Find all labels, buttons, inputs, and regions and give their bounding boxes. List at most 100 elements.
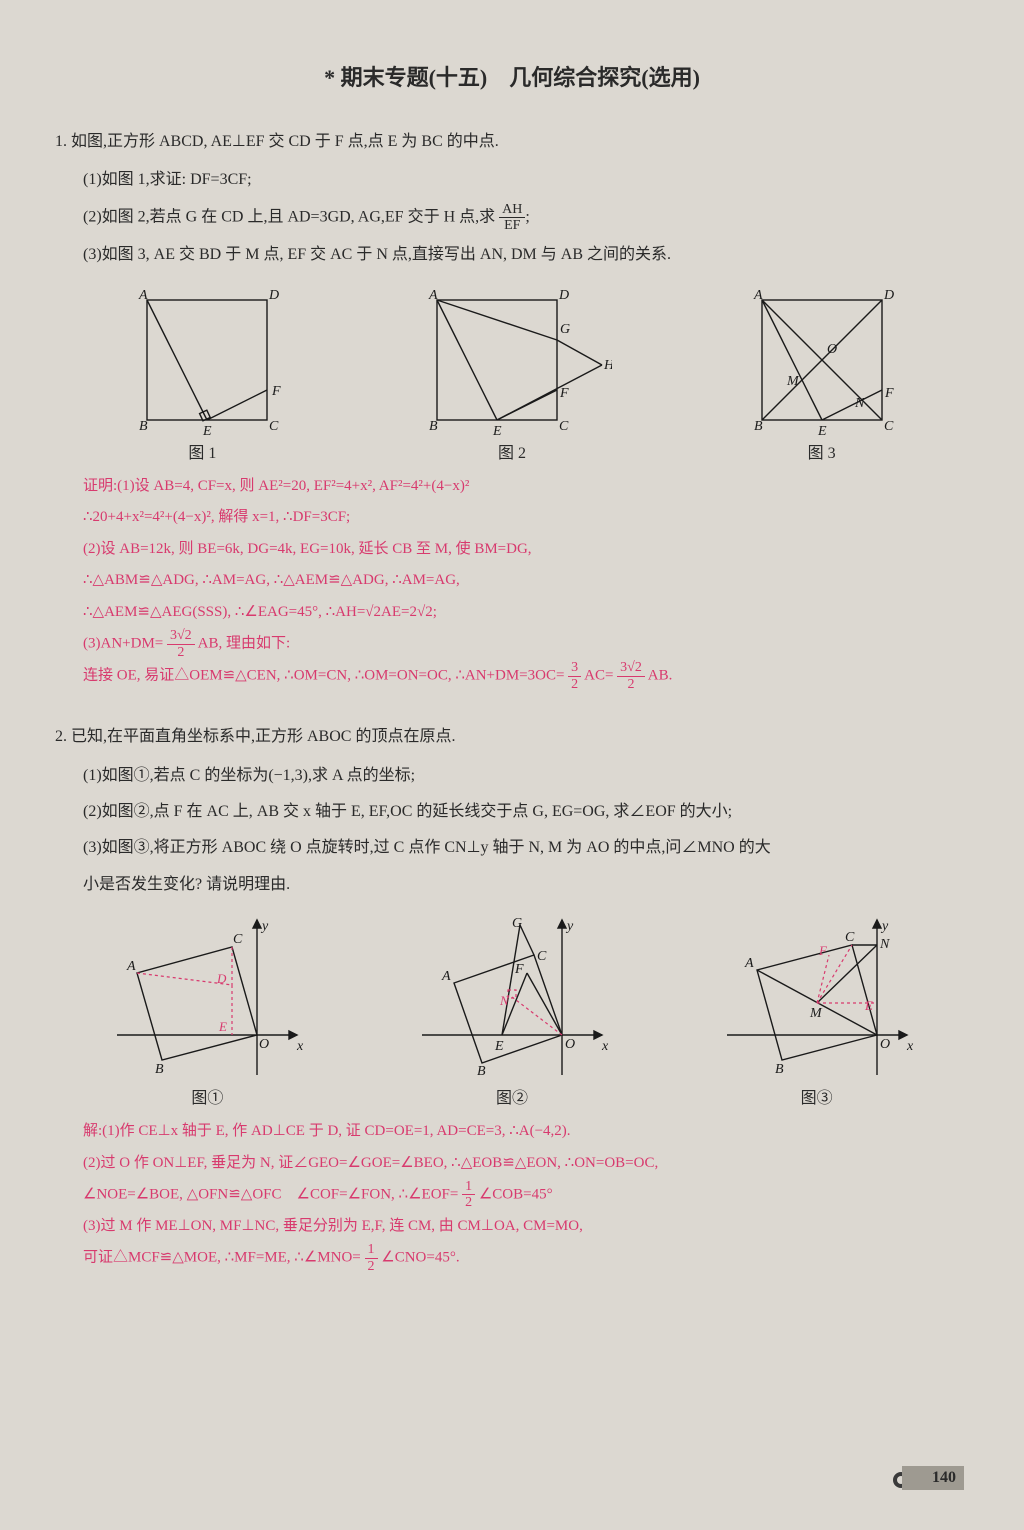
svg-text:F: F: [514, 962, 524, 977]
p2-cap1: 图①: [107, 1084, 307, 1108]
svg-text:B: B: [477, 1064, 486, 1079]
p1-s1: (1)如图 1,求证: DF=3CF;: [55, 165, 969, 195]
frac-d: 2: [167, 645, 195, 660]
p2-figures: y x O A B C D E 图①: [55, 915, 969, 1108]
p2-sol-l1: 解:(1)作 CE⊥x 轴于 E, 作 AD⊥CE 于 D, 证 CD=OE=1…: [83, 1116, 969, 1148]
svg-text:O: O: [259, 1037, 269, 1052]
p2-sol-l2: (2)过 O 作 ON⊥EF, 垂足为 N, 证∠GEO=∠GOE=∠BEO, …: [83, 1148, 969, 1180]
frac-d: 2: [462, 1195, 475, 1210]
p1-cap2: 图 2: [412, 439, 612, 463]
svg-text:E: E: [218, 1019, 227, 1034]
svg-text:y: y: [260, 919, 269, 934]
p1-s3: (3)如图 3, AE 交 BD 于 M 点, EF 交 AC 于 N 点,直接…: [55, 240, 969, 270]
svg-text:F: F: [559, 386, 569, 401]
svg-text:E: E: [202, 424, 212, 435]
svg-text:C: C: [884, 419, 894, 434]
p1-sol-l5: ∴△AEM≌△AEG(SSS), ∴∠EAG=45°, ∴AH=√2AE=2√2…: [83, 597, 969, 629]
p2-s1: (1)如图①,若点 C 的坐标为(−1,3),求 A 点的坐标;: [55, 761, 969, 791]
svg-text:G: G: [560, 322, 570, 337]
frac-n: 1: [365, 1242, 378, 1258]
svg-text:B: B: [775, 1062, 784, 1077]
p1-fig3-svg: AD BC EF O MN: [737, 285, 907, 435]
svg-text:C: C: [559, 419, 569, 434]
svg-text:E: E: [494, 1039, 504, 1054]
p1-fig1: AD BC EF 图 1: [117, 285, 287, 463]
p2-fig1: yx O AB C DE 图①: [107, 915, 307, 1108]
p2-sol-l3-frac: 1 2: [462, 1179, 475, 1211]
svg-text:A: A: [428, 288, 438, 303]
p1-sol-l6-frac: 3√2 2: [167, 628, 195, 660]
frac-n: 3: [568, 660, 581, 676]
p1-figures: A D B C E F 图 1: [55, 285, 969, 463]
svg-text:F: F: [271, 384, 281, 399]
p2-solution: 解:(1)作 CE⊥x 轴于 E, 作 AD⊥CE 于 D, 证 CD=OE=1…: [55, 1116, 969, 1274]
p1-cap3: 图 3: [737, 439, 907, 463]
svg-text:H: H: [603, 358, 612, 373]
svg-text:O: O: [827, 342, 837, 357]
page: * 期末专题(十五) 几何综合探究(选用) 1. 如图,正方形 ABCD, AE…: [0, 0, 1024, 1530]
p1-sol-l4: ∴△ABM≌△ADG, ∴AM=AG, ∴△AEM≌△ADG, ∴AM=AG,: [83, 565, 969, 597]
p1-sol-l6: (3)AN+DM= 3√2 2 AB, 理由如下:: [83, 628, 969, 660]
p2-sol-l3a: ∠NOE=∠BOE, △OFN≌△OFC ∠COF=∠FON, ∴∠EOF=: [83, 1186, 462, 1202]
svg-text:A: A: [441, 969, 451, 984]
svg-text:D: D: [216, 971, 227, 986]
p1-fig2: AD BC EF GH 图 2: [412, 285, 612, 463]
p1-s2-tail: ;: [525, 208, 529, 225]
p2-sol-l5a: 可证△MCF≌△MOE, ∴MF=ME, ∴∠MNO=: [83, 1250, 365, 1266]
svg-text:C: C: [269, 419, 279, 434]
svg-text:x: x: [296, 1039, 304, 1054]
svg-text:B: B: [754, 419, 763, 434]
p2-sol-l5-frac: 1 2: [365, 1242, 378, 1274]
p2-cap2: 图②: [412, 1084, 612, 1108]
p2-fig2: yx O AB CF GE N 图②: [412, 915, 612, 1108]
svg-text:D: D: [558, 288, 569, 303]
p2-s2: (2)如图②,点 F 在 AC 上, AB 交 x 轴于 E, EF,OC 的延…: [55, 797, 969, 827]
p2-sol-l3b: ∠COB=45°: [479, 1186, 553, 1202]
svg-text:G: G: [512, 916, 522, 931]
p1-s2: (2)如图 2,若点 G 在 CD 上,且 AD=3GD, AG,EF 交于 H…: [55, 202, 969, 234]
svg-text:E: E: [864, 998, 873, 1013]
frac-n: 3√2: [167, 628, 195, 644]
p1-sol-l3: (2)设 AB=12k, 则 BE=6k, DG=4k, EG=10k, 延长 …: [83, 534, 969, 566]
p1-sol-l6b: AB, 理由如下:: [198, 636, 291, 652]
p1-sol-l6a: (3)AN+DM=: [83, 636, 167, 652]
p1-s2-frac: AH EF: [499, 202, 525, 234]
p1-sol-l7a: 连接 OE, 易证△OEM≌△CEN, ∴OM=CN, ∴OM=ON=OC, ∴…: [83, 668, 568, 684]
p2-sol-l5: 可证△MCF≌△MOE, ∴MF=ME, ∴∠MNO= 1 2 ∠CNO=45°…: [83, 1242, 969, 1274]
p2-s3b: 小是否发生变化? 请说明理由.: [55, 870, 969, 900]
svg-text:E: E: [817, 424, 827, 435]
problem-1: 1. 如图,正方形 ABCD, AE⊥EF 交 CD 于 F 点,点 E 为 B…: [55, 127, 969, 692]
frac-n: 1: [462, 1179, 475, 1195]
svg-text:D: D: [883, 288, 894, 303]
p1-solution: 证明:(1)设 AB=4, CF=x, 则 AE²=20, EF²=4+x², …: [55, 471, 969, 692]
svg-text:y: y: [565, 919, 574, 934]
p1-sol-l1: 证明:(1)设 AB=4, CF=x, 则 AE²=20, EF²=4+x², …: [83, 471, 969, 503]
svg-text:A: A: [753, 288, 763, 303]
p2-fig2-svg: yx O AB CF GE N: [412, 915, 612, 1080]
p1-fig1-svg: AD BC EF: [117, 285, 287, 435]
p1-fig2-svg: AD BC EF GH: [412, 285, 612, 435]
frac-n: AH: [499, 202, 525, 218]
svg-text:C: C: [537, 949, 547, 964]
svg-text:A: A: [138, 288, 148, 303]
p1-cap1: 图 1: [117, 439, 287, 463]
frac-d: 2: [617, 677, 645, 692]
p2-s3: (3)如图③,将正方形 ABOC 绕 O 点旋转时,过 C 点作 CN⊥y 轴于…: [55, 833, 969, 863]
p2-sol-l5b: ∠CNO=45°.: [381, 1250, 459, 1266]
svg-text:F: F: [884, 386, 894, 401]
svg-text:A: A: [744, 956, 754, 971]
page-title: * 期末专题(十五) 几何综合探究(选用): [55, 60, 969, 92]
svg-text:x: x: [906, 1039, 914, 1054]
p2-sol-l4: (3)过 M 作 ME⊥ON, MF⊥NC, 垂足分别为 E,F, 连 CM, …: [83, 1211, 969, 1243]
svg-text:C: C: [845, 930, 855, 945]
frac-d: EF: [499, 218, 525, 233]
svg-text:O: O: [565, 1037, 575, 1052]
p1-sol-l7c: AB.: [648, 668, 673, 684]
problem-2: 2. 已知,在平面直角坐标系中,正方形 ABOC 的顶点在原点. (1)如图①,…: [55, 722, 969, 1274]
svg-text:y: y: [880, 919, 889, 934]
p1-sol-l7-frac2: 3√2 2: [617, 660, 645, 692]
svg-text:N: N: [879, 937, 890, 952]
p1-sol-l2: ∴20+4+x²=4²+(4−x)², 解得 x=1, ∴DF=3CF;: [83, 502, 969, 534]
svg-text:E: E: [492, 424, 502, 435]
svg-text:N: N: [854, 396, 865, 411]
